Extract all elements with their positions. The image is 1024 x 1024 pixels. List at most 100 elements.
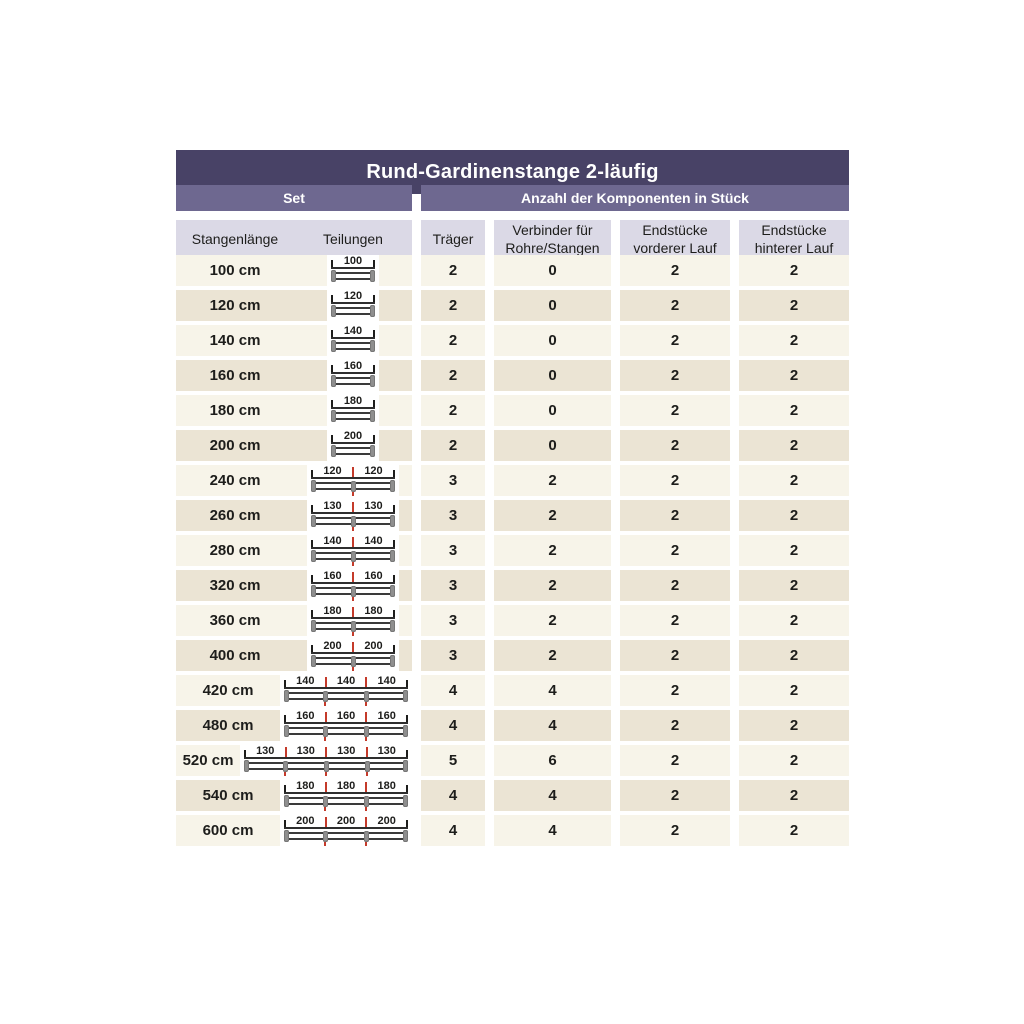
segment-length-label: 100	[343, 255, 363, 267]
verbinder-count-cell: 4	[494, 780, 611, 811]
dimension-end-tick	[373, 400, 375, 407]
joint-marker-tick	[324, 712, 327, 722]
rod-end-cap	[331, 445, 336, 457]
endstuecke-vorderer-count-cell: 2	[620, 745, 730, 776]
dimension-end-tick	[406, 680, 409, 687]
endstuecke-hinterer-count-cell: 2	[739, 675, 849, 706]
rod-end-cap	[331, 270, 336, 282]
rod-length-label: 600 cm	[202, 822, 254, 839]
rod-end-cap	[370, 270, 375, 282]
traeger-count-cell: 2	[421, 290, 485, 321]
dimension-end-tick	[311, 540, 313, 547]
traeger-count-cell: 3	[421, 500, 485, 531]
rod-joint-connector	[350, 586, 356, 601]
dimension-end-tick	[244, 750, 246, 757]
joint-marker-tick	[365, 782, 368, 792]
endstuecke-vorderer-count-cell: 2	[620, 465, 730, 496]
column-header-endstuecke-vorderer-line1: Endstücke	[642, 222, 708, 238]
teilungen-cell: 160 160	[294, 570, 412, 601]
rod-diagram-icon: 140 140	[307, 535, 399, 566]
set-cell: 200 cm 200	[176, 430, 412, 461]
endstuecke-hinterer-count-cell: 2	[739, 570, 849, 601]
set-cell: 360 cm 180 180	[176, 605, 412, 636]
endstuecke-vorderer-count-cell: 2	[620, 395, 730, 426]
traeger-count-cell: 4	[421, 675, 485, 706]
teilungen-cell: 160 160 160	[280, 710, 412, 741]
product-spec-table: Rund-Gardinenstange 2-läufig Set Anzahl …	[176, 150, 849, 846]
dimension-end-tick	[311, 470, 313, 477]
segment-length-label: 140	[296, 675, 315, 687]
endstuecke-hinterer-count-cell: 2	[739, 465, 849, 496]
traeger-count-cell: 2	[421, 360, 485, 391]
dimension-end-tick	[393, 575, 395, 582]
dimension-end-tick	[331, 365, 333, 372]
rod-end-cap	[390, 480, 395, 492]
dimension-end-tick	[393, 470, 395, 477]
teilungen-cell: 120 120	[294, 465, 412, 496]
rod-joint-connector	[364, 726, 370, 741]
joint-marker	[323, 842, 326, 846]
rod-diagram-icon: 140 140 140	[280, 675, 412, 706]
rod-end-cap	[370, 375, 375, 387]
rod-diagram-icon: 120	[327, 290, 379, 321]
dimension-end-tick	[284, 820, 286, 827]
rod-joint-connector	[350, 656, 356, 671]
rod-length-label: 260 cm	[209, 507, 261, 524]
rod-diagram-icon: 200	[327, 430, 379, 461]
rod-diagram-icon: 100	[327, 255, 379, 286]
rod-end-cap	[403, 795, 408, 807]
joint-marker-tick	[365, 817, 368, 827]
rod-length-label: 120 cm	[209, 297, 261, 314]
traeger-count-cell: 2	[421, 325, 485, 356]
segment-length-label: 180	[377, 780, 396, 792]
joint-marker-tick	[352, 467, 354, 477]
dimension-end-tick	[373, 330, 375, 337]
endstuecke-hinterer-count-cell: 2	[739, 710, 849, 741]
traeger-count-cell: 4	[421, 710, 485, 741]
set-cell: 520 cm 130 130 130 130	[176, 745, 412, 776]
rod-graphic	[284, 725, 408, 741]
teilungen-cell: 130 130 130 130	[240, 745, 412, 776]
set-cell: 480 cm 160 160 160	[176, 710, 412, 741]
rod-end-cap	[370, 410, 375, 422]
rod-end-cap	[311, 585, 316, 597]
joint-marker	[365, 807, 368, 811]
rod-diagram-icon: 160 160 160	[280, 710, 412, 741]
rod-diagram-icon: 140	[327, 325, 379, 356]
verbinder-count-cell: 4	[494, 710, 611, 741]
verbinder-count-cell: 2	[494, 605, 611, 636]
joint-marker-tick	[352, 537, 354, 547]
joint-marker	[351, 597, 354, 601]
verbinder-count-cell: 2	[494, 640, 611, 671]
endstuecke-vorderer-count-cell: 2	[620, 570, 730, 601]
dimension-labels: 120 120	[311, 466, 395, 479]
rod-diagram-icon: 160 160	[307, 570, 399, 601]
rod-graphic	[244, 760, 408, 776]
set-cell: 260 cm 130 130	[176, 500, 412, 531]
traeger-count-cell: 3	[421, 570, 485, 601]
rod-joint-connector	[350, 621, 356, 636]
endstuecke-hinterer-count-cell: 2	[739, 500, 849, 531]
traeger-count-cell: 4	[421, 780, 485, 811]
rod-diagram-icon: 200 200	[307, 640, 399, 671]
dimension-end-tick	[311, 610, 313, 617]
rod-end-cap	[311, 620, 316, 632]
segment-length-label: 140	[364, 535, 383, 547]
rod-line	[334, 412, 372, 420]
set-cell: 320 cm 160 160	[176, 570, 412, 601]
rod-end-cap	[311, 515, 316, 527]
column-header-endstuecke-vorderer: Endstücke vorderer Lauf	[620, 220, 730, 258]
dimension-end-tick	[331, 295, 333, 302]
joint-marker	[323, 737, 326, 741]
column-header-verbinder-line2: Rohre/Stangen	[505, 240, 600, 256]
segment-length-label: 160	[343, 360, 363, 372]
teilungen-cell: 130 130	[294, 500, 412, 531]
column-header-verbinder-line1: Verbinder für	[512, 222, 593, 238]
dimension-end-tick	[331, 400, 333, 407]
endstuecke-vorderer-count-cell: 2	[620, 605, 730, 636]
rod-end-cap	[284, 690, 289, 702]
segment-length-label: 130	[377, 745, 396, 757]
rod-end-cap	[311, 655, 316, 667]
rod-joint-connector	[350, 481, 356, 496]
joint-marker	[351, 667, 354, 671]
